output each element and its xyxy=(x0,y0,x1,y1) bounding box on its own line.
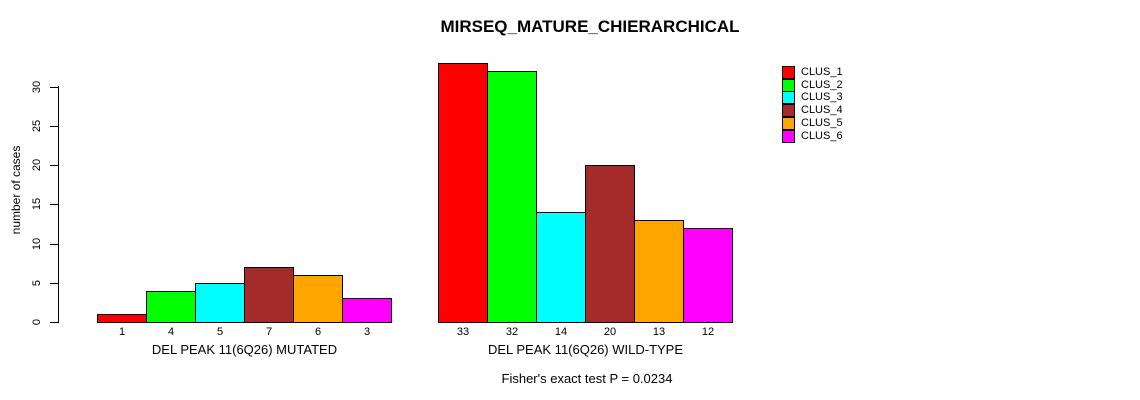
legend-swatch-icon xyxy=(782,130,795,143)
bar-clus_2-group1 xyxy=(146,291,196,323)
legend-swatch-icon xyxy=(782,104,795,117)
legend-label: CLUS_4 xyxy=(801,104,843,116)
bar-clus_6-group2 xyxy=(683,228,733,323)
bar-value-label: 12 xyxy=(701,326,715,338)
legend-item-clus_3: CLUS_3 xyxy=(782,91,843,104)
legend-item-clus_5: CLUS_5 xyxy=(782,117,843,130)
legend-label: CLUS_2 xyxy=(801,79,843,91)
bar-value-label: 3 xyxy=(363,326,371,338)
bar-clus_4-group2 xyxy=(585,165,635,323)
y-tick-mark xyxy=(50,322,58,323)
y-tick-label: 20 xyxy=(31,158,43,172)
group-axis-label: DEL PEAK 11(6Q26) MUTATED xyxy=(151,342,338,357)
y-tick-mark xyxy=(50,87,58,88)
y-axis-line xyxy=(58,86,59,323)
legend-item-clus_2: CLUS_2 xyxy=(782,79,843,92)
bar-clus_3-group2 xyxy=(536,212,586,323)
y-tick-mark xyxy=(50,204,58,205)
stat-note: Fisher's exact test P = 0.0234 xyxy=(501,371,673,386)
bar-value-label: 1 xyxy=(118,326,126,338)
bar-value-label: 6 xyxy=(314,326,322,338)
y-tick-mark xyxy=(50,126,58,127)
bar-value-label: 20 xyxy=(603,326,617,338)
legend-item-clus_6: CLUS_6 xyxy=(782,130,843,143)
legend-swatch-icon xyxy=(782,91,795,104)
bar-clus_6-group1 xyxy=(342,298,392,323)
y-tick-mark xyxy=(50,283,58,284)
y-tick-label: 5 xyxy=(31,279,43,287)
bar-clus_1-group2 xyxy=(438,63,488,323)
bar-value-label: 13 xyxy=(652,326,666,338)
bar-value-label: 32 xyxy=(505,326,519,338)
bar-clus_5-group2 xyxy=(634,220,684,323)
bar-clus_5-group1 xyxy=(293,275,343,323)
y-tick-label: 15 xyxy=(31,197,43,211)
legend-label: CLUS_5 xyxy=(801,117,843,129)
bar-value-label: 5 xyxy=(216,326,224,338)
bar-value-label: 7 xyxy=(265,326,273,338)
y-axis-label: number of cases xyxy=(9,145,23,235)
bar-value-label: 4 xyxy=(167,326,175,338)
y-tick-label: 25 xyxy=(31,119,43,133)
bar-clus_2-group2 xyxy=(487,71,537,323)
legend-item-clus_4: CLUS_4 xyxy=(782,104,843,117)
legend-label: CLUS_1 xyxy=(801,66,843,78)
bar-clus_4-group1 xyxy=(244,267,294,323)
legend-swatch-icon xyxy=(782,66,795,79)
y-tick-label: 0 xyxy=(31,318,43,326)
bar-value-label: 33 xyxy=(456,326,470,338)
bar-value-label: 14 xyxy=(554,326,568,338)
group-axis-label: DEL PEAK 11(6Q26) WILD-TYPE xyxy=(487,342,684,357)
chart-title: MIRSEQ_MATURE_CHIERARCHICAL xyxy=(440,17,740,36)
bar-clus_3-group1 xyxy=(195,283,245,323)
y-tick-mark xyxy=(50,244,58,245)
y-tick-label: 30 xyxy=(31,80,43,94)
y-tick-mark xyxy=(50,165,58,166)
bar-clus_1-group1 xyxy=(97,314,147,323)
legend-item-clus_1: CLUS_1 xyxy=(782,66,843,79)
legend-label: CLUS_3 xyxy=(801,91,843,103)
legend-label: CLUS_6 xyxy=(801,130,843,142)
y-tick-label: 10 xyxy=(31,237,43,251)
legend-swatch-icon xyxy=(782,117,795,130)
